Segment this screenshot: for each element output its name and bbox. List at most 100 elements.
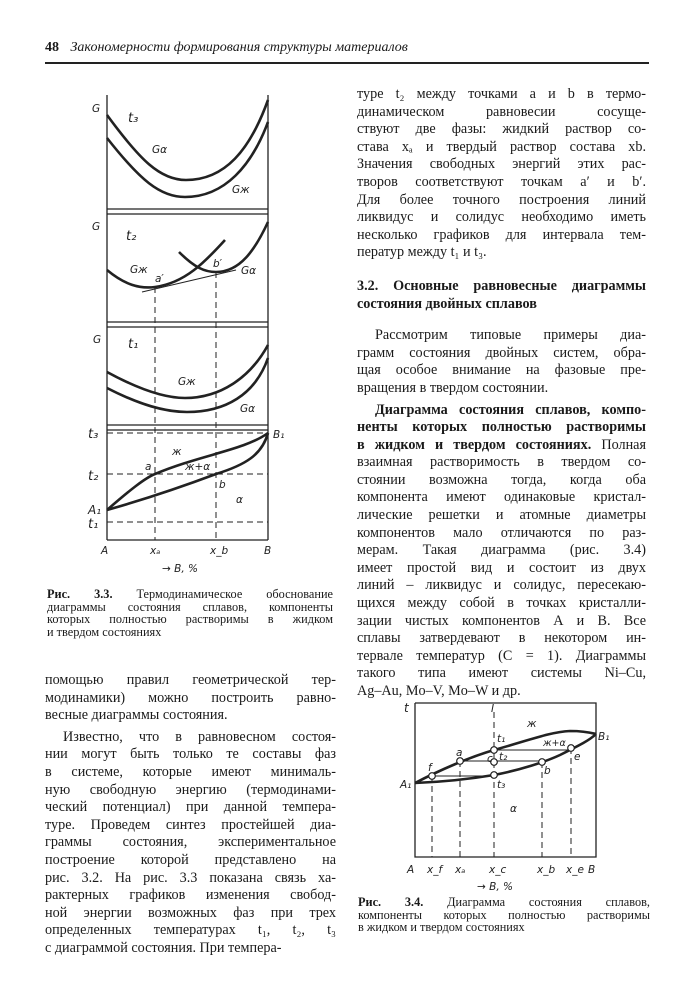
liquidus <box>106 431 269 511</box>
text-line: рактерных графиков изменения свобод- <box>45 887 336 904</box>
text-line: нии могут быть только те составы фаз <box>45 746 336 763</box>
text-line: става xₐ и твердый раствор состава xb. <box>357 138 646 155</box>
text-line: с диаграммой состояния. При темпера- <box>45 939 282 956</box>
point-t3 <box>490 771 498 779</box>
text-line: Для более точного построения линий <box>357 191 646 208</box>
caption-line: Диаграмма состояния сплавов, <box>423 895 650 909</box>
figure-3-4-caption: Рис. 3.4. Диаграмма состояния сплавов, к… <box>358 896 650 934</box>
running-title: Закономерности формирования структуры ма… <box>70 40 408 55</box>
point-b <box>538 758 546 766</box>
label-g: G <box>92 103 100 115</box>
curve-gzh-t2 <box>106 239 226 289</box>
text-line: помощью правил геометрической тер- <box>45 672 336 688</box>
text-line: ной энергии возможных фаз при трех <box>45 904 336 921</box>
label-galpha: Gα <box>241 265 256 277</box>
label-two-phase: ж+α <box>542 738 567 749</box>
label-g: G <box>92 221 100 233</box>
text-line: ную свободную энергию (термодинами- <box>45 781 336 798</box>
label-t3: t₃ <box>497 779 505 791</box>
text-line: ствуют две фазы: жидкий раствор со- <box>357 121 646 138</box>
left-column: помощью правил геометрической тер-модина… <box>45 672 336 958</box>
text-line: щая особое внимание на фазовые пре- <box>357 362 646 379</box>
text-line: туре t₂ между точками a и b в термо- <box>357 86 646 102</box>
label-g: G <box>93 334 101 346</box>
text-line: творов соответствуют точкам a′ и b′. <box>357 173 646 190</box>
label-a: a <box>456 747 462 759</box>
text-line: рис. 3.2. На рис. 3.3 показана связь ха- <box>45 869 336 886</box>
text-line: ческий потенциал) при данной темпера- <box>45 799 336 816</box>
text-line: вращения в твердом состоянии. <box>357 379 549 396</box>
text-line: 3.2. Основные равновесные диаграммы <box>357 277 646 294</box>
text-line: несколько графиков для интервала тем- <box>357 226 646 243</box>
page-number: 48 <box>45 40 59 55</box>
liquidus <box>414 729 597 785</box>
solidus <box>414 733 597 785</box>
label-alpha: α <box>236 494 243 506</box>
text-line: сплавы затвердевают в некотором ин- <box>357 630 646 647</box>
caption-line: и твердом состояниях <box>47 624 162 639</box>
text-line: состояния двойных сплавов <box>357 295 537 312</box>
label-liquid: ж <box>171 446 182 458</box>
text-line: Известно, что в равновесном состоя- <box>63 728 336 745</box>
text-line: в системе, которые имеют минималь- <box>45 763 336 780</box>
label-galpha: Gα <box>240 403 255 415</box>
label-xc: x_c <box>488 864 506 876</box>
text-line: Диаграмма состояния сплавов, компо- <box>375 401 646 418</box>
label-a-prime: a′ <box>155 273 164 285</box>
text-line: ператур между t₁ и t₃. <box>357 244 487 261</box>
text-line: динамическом равновесии сосуще- <box>357 103 646 120</box>
text-line: построение которой представлено на <box>45 851 336 868</box>
label-a-axis: A <box>406 864 414 876</box>
text-line: Значения свободных энергий этих рас- <box>357 156 646 173</box>
panel-dividers <box>107 208 268 541</box>
label-xf: x_f <box>426 864 444 876</box>
label-b: b <box>219 479 226 491</box>
label-b-axis: B <box>588 864 595 876</box>
label-b1: B₁ <box>598 731 609 743</box>
tie-dashes <box>107 272 268 540</box>
x-axis-label: → B, % <box>477 881 513 893</box>
curve-gzh-t3 <box>105 121 270 199</box>
x-axis-label: → B, % <box>162 563 198 575</box>
label-liquid: ж <box>526 718 537 730</box>
text-line: модинамики) можно построить равно- <box>45 689 336 706</box>
label-b-axis: B <box>264 545 271 557</box>
text-line: стоянии возможна тогда, когда оба <box>357 471 646 488</box>
text-line: имеет простой вид и состоит из двух <box>357 559 646 576</box>
section-heading: 3.2. Основные равновесные диаграммы состо… <box>357 278 646 313</box>
label-c: c <box>487 753 493 765</box>
paragraph: туре t₂ между точками a и b в термо-дина… <box>357 86 646 262</box>
running-header: 48 Закономерности формирования структуры… <box>45 40 408 56</box>
label-f: f <box>428 762 434 774</box>
caption-line: Термодинамическое обоснование <box>112 587 333 601</box>
label-two-phase: ж+α <box>184 461 210 473</box>
text-line: такого типа имеют системы Ni–Cu, <box>357 665 646 682</box>
label-t3: t₃ <box>128 111 138 126</box>
label-gzh: Gж <box>178 376 196 388</box>
solidus <box>106 432 270 512</box>
point-f <box>428 772 436 780</box>
label-gzh: Gж <box>130 264 148 276</box>
figure-3-3-caption: Рис. 3.3. Термодинамическое обоснование … <box>47 588 333 638</box>
text-line: компонентов мало отличаются по раз- <box>357 524 646 541</box>
label-galpha: Gα <box>152 144 167 156</box>
text-line: ненты которых полностью растворимы <box>357 419 646 436</box>
label-e: e <box>574 751 580 763</box>
text-line: в жидком и твердом состояниях. <box>357 436 592 453</box>
caption-line: в жидком и твердом состояниях <box>358 920 525 935</box>
label-xa: xₐ <box>454 864 465 876</box>
caption-line: которых полностью растворимы в жидком <box>47 612 333 627</box>
text-line: тервале температур (C = 1). Диаграммы <box>357 647 646 664</box>
label-xb: x_b <box>536 864 555 876</box>
paragraph: Рассмотрим типовые примеры диа-грамм сос… <box>357 327 646 397</box>
right-column: туре t₂ между точками a и b в термо-дина… <box>357 86 646 701</box>
paragraph: Известно, что в равновесном состоя-нии м… <box>45 729 336 958</box>
text-line: Ag–Au, Mo–V, Mo–W и др. <box>357 683 521 699</box>
text-line: весные диаграммы состояния. <box>45 707 228 724</box>
curve-galpha-t1 <box>106 357 270 414</box>
caption-label: Рис. 3.4. <box>358 895 424 909</box>
label-gzh: Gж <box>232 184 250 196</box>
label-t2: t₂ <box>499 751 508 763</box>
label-b: b <box>544 765 551 777</box>
frame <box>414 702 597 858</box>
